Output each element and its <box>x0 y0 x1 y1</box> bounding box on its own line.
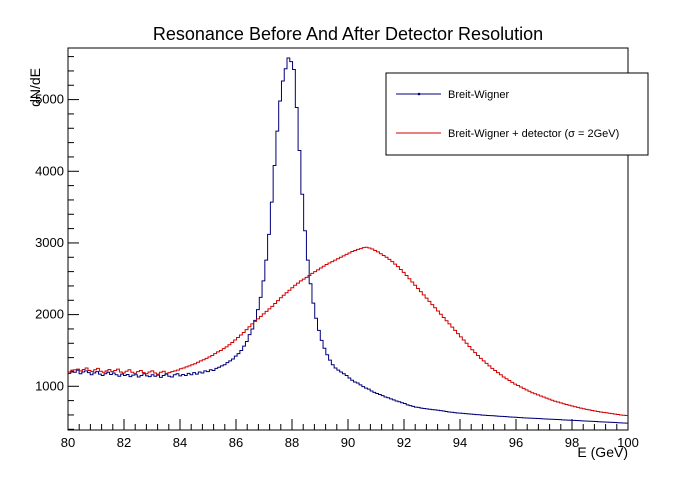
x-tick-label: 88 <box>285 435 299 450</box>
x-tick-label: 98 <box>565 435 579 450</box>
x-tick-label: 86 <box>229 435 243 450</box>
x-tick-label: 94 <box>453 435 467 450</box>
y-tick-label: 2000 <box>35 307 64 322</box>
x-axis: 80 82 84 86 88 90 92 94 96 98 100 <box>61 419 639 450</box>
x-tick-label: 100 <box>617 435 639 450</box>
x-tick-label: 90 <box>341 435 355 450</box>
legend-label-detector: Breit-Wigner + detector (σ = 2GeV) <box>448 128 619 140</box>
series-breit-wigner <box>68 57 628 424</box>
y-tick-label: 3000 <box>35 235 64 250</box>
y-tick-label: 4000 <box>35 163 64 178</box>
x-tick-label: 82 <box>117 435 131 450</box>
series-group <box>68 57 628 424</box>
y-tick-label: 5000 <box>35 92 64 107</box>
y-axis: 1000 2000 3000 4000 5000 <box>35 56 79 430</box>
legend-box <box>385 72 649 156</box>
x-axis-label: E (GeV) <box>577 444 628 460</box>
y-tick-label: 1000 <box>35 378 64 393</box>
legend-label-breit-wigner: Breit-Wigner <box>448 89 509 101</box>
x-tick-label: 80 <box>61 435 75 450</box>
legend: Breit-Wigner Breit-Wigner + detector (σ … <box>385 72 649 156</box>
x-tick-label: 96 <box>509 435 523 450</box>
series-breit-wigner-detector <box>68 246 628 417</box>
legend-marker-breit-wigner <box>417 92 421 96</box>
x-tick-label: 84 <box>173 435 187 450</box>
chart-title: Resonance Before And After Detector Reso… <box>153 24 543 44</box>
x-tick-label: 92 <box>397 435 411 450</box>
y-axis-label: dN/dE <box>27 68 43 107</box>
